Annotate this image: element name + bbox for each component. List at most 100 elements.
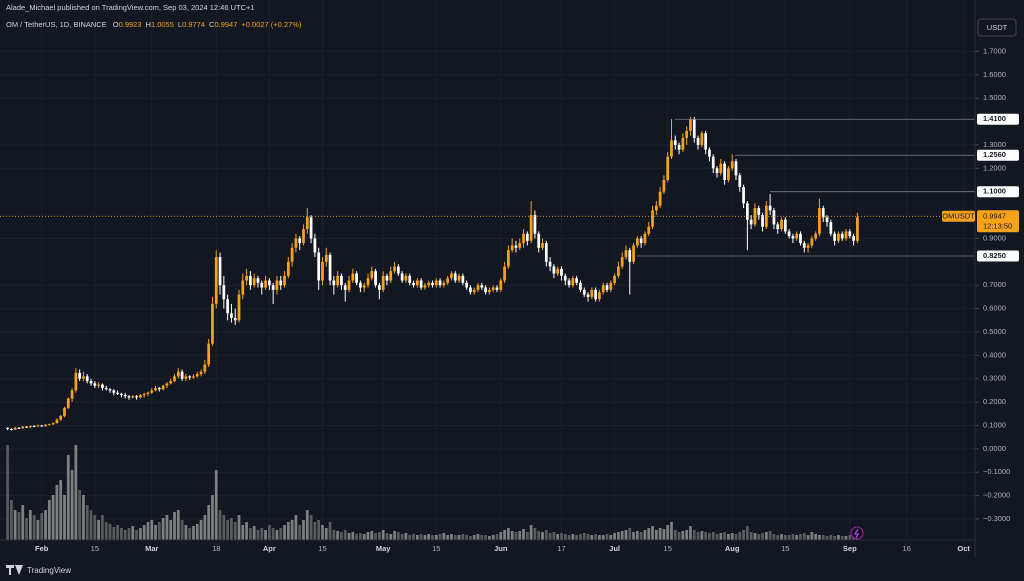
candle-body xyxy=(810,238,814,246)
volume-bar xyxy=(639,532,643,540)
candle-body xyxy=(85,376,89,382)
volume-bar xyxy=(328,522,332,540)
candle-body xyxy=(347,280,351,290)
candle-body xyxy=(70,390,74,399)
x-tick-label: 15 xyxy=(432,544,440,553)
volume-bar xyxy=(59,480,63,540)
candle-body xyxy=(700,133,704,145)
volume-bar xyxy=(116,525,119,540)
candle-body xyxy=(112,390,116,393)
y-tick-label: 0.1000 xyxy=(983,420,1006,429)
candle-body xyxy=(537,233,541,248)
volume-bar xyxy=(461,534,465,540)
volume-bar xyxy=(378,532,381,540)
volume-bar xyxy=(727,534,730,540)
volume-bar xyxy=(833,536,836,540)
volume-bar xyxy=(408,535,412,540)
candle-body xyxy=(590,289,594,297)
candle-body xyxy=(59,416,63,420)
volume-bar xyxy=(476,534,480,540)
volume-bar xyxy=(237,515,241,540)
candle-body xyxy=(579,282,582,290)
volume-bar xyxy=(256,530,260,540)
candle-body xyxy=(829,222,833,234)
candle-body xyxy=(749,219,753,225)
candle-body xyxy=(461,275,465,283)
volume-bar xyxy=(40,513,44,540)
volume-bar xyxy=(651,526,654,540)
volume-bar xyxy=(264,530,267,540)
volume-bar xyxy=(245,522,248,540)
candle-body xyxy=(51,423,55,425)
candle-body xyxy=(852,236,855,241)
x-tick-label: Mar xyxy=(145,544,158,553)
x-tick-label: Oct xyxy=(957,544,970,553)
event-icon[interactable] xyxy=(850,526,864,540)
volume-bar xyxy=(491,535,495,540)
y-tick-label: 0.2000 xyxy=(983,397,1006,406)
candle-body xyxy=(624,250,628,258)
x-tick-label: Jun xyxy=(494,544,508,553)
volume-bar xyxy=(552,532,556,540)
volume-bar xyxy=(51,495,55,540)
currency-button[interactable] xyxy=(977,18,1017,37)
volume-bar xyxy=(768,531,772,540)
candle-body xyxy=(696,137,700,145)
candle-body xyxy=(552,266,556,274)
level-label-box xyxy=(977,186,1019,198)
last-price-box xyxy=(977,210,1019,233)
candle-body xyxy=(503,266,506,281)
x-tick-label: Apr xyxy=(263,544,276,553)
currency-label[interactable]: USDT xyxy=(987,23,1008,32)
volume-bar xyxy=(704,532,708,540)
candle-body xyxy=(711,156,715,169)
candle-body xyxy=(438,280,442,286)
level-label-box xyxy=(977,149,1019,161)
volume-bar xyxy=(188,528,192,540)
volume-bar xyxy=(742,530,745,540)
volume-bar xyxy=(579,534,582,540)
symbol-tag-box xyxy=(942,210,975,222)
volume-bar xyxy=(734,534,738,540)
candle-body xyxy=(727,168,730,180)
ohlc-key: H xyxy=(146,20,151,29)
candle-body xyxy=(267,280,271,286)
volume-bar xyxy=(207,505,211,540)
volume-bar xyxy=(571,534,575,540)
y-tick-label: 0.7000 xyxy=(983,280,1006,289)
candle-body xyxy=(643,233,647,244)
volume-bar xyxy=(601,535,605,540)
volume-bar xyxy=(810,532,814,540)
candle-body xyxy=(442,282,446,286)
candle-body xyxy=(286,261,290,276)
volume-bar xyxy=(434,535,438,540)
volume-bar xyxy=(180,520,184,540)
candle-body xyxy=(165,383,169,386)
ohlc-value: 1.0055 xyxy=(151,20,174,29)
price-scale: 1.7000 1.6000 1.5000 1.3000 1.2000 0.9000 0.70… xyxy=(942,46,1019,523)
candle-body xyxy=(544,243,548,262)
x-tick-label: Aug xyxy=(725,544,740,553)
volume-bar xyxy=(670,522,673,540)
candle-body xyxy=(723,163,726,180)
candle-body xyxy=(408,275,412,283)
candle-body xyxy=(173,376,176,382)
candle-body xyxy=(404,275,408,281)
candle-body xyxy=(844,231,848,239)
candle-body xyxy=(13,427,17,430)
y-tick-label: 1.7000 xyxy=(983,46,1006,55)
candle-body xyxy=(617,266,620,276)
candle-body xyxy=(670,140,673,157)
x-tick-label: 15 xyxy=(664,544,672,553)
x-tick-label: 15 xyxy=(781,544,789,553)
volume-bar xyxy=(654,530,658,540)
x-tick-label: 18 xyxy=(212,544,220,553)
candle-body xyxy=(32,425,36,427)
candle-body xyxy=(214,257,218,304)
candle-body xyxy=(514,245,518,248)
volume-bar xyxy=(36,520,40,540)
volume-bar xyxy=(450,534,453,540)
candle-body xyxy=(715,168,719,173)
volume-bar xyxy=(503,530,506,540)
candle-body xyxy=(560,268,563,276)
